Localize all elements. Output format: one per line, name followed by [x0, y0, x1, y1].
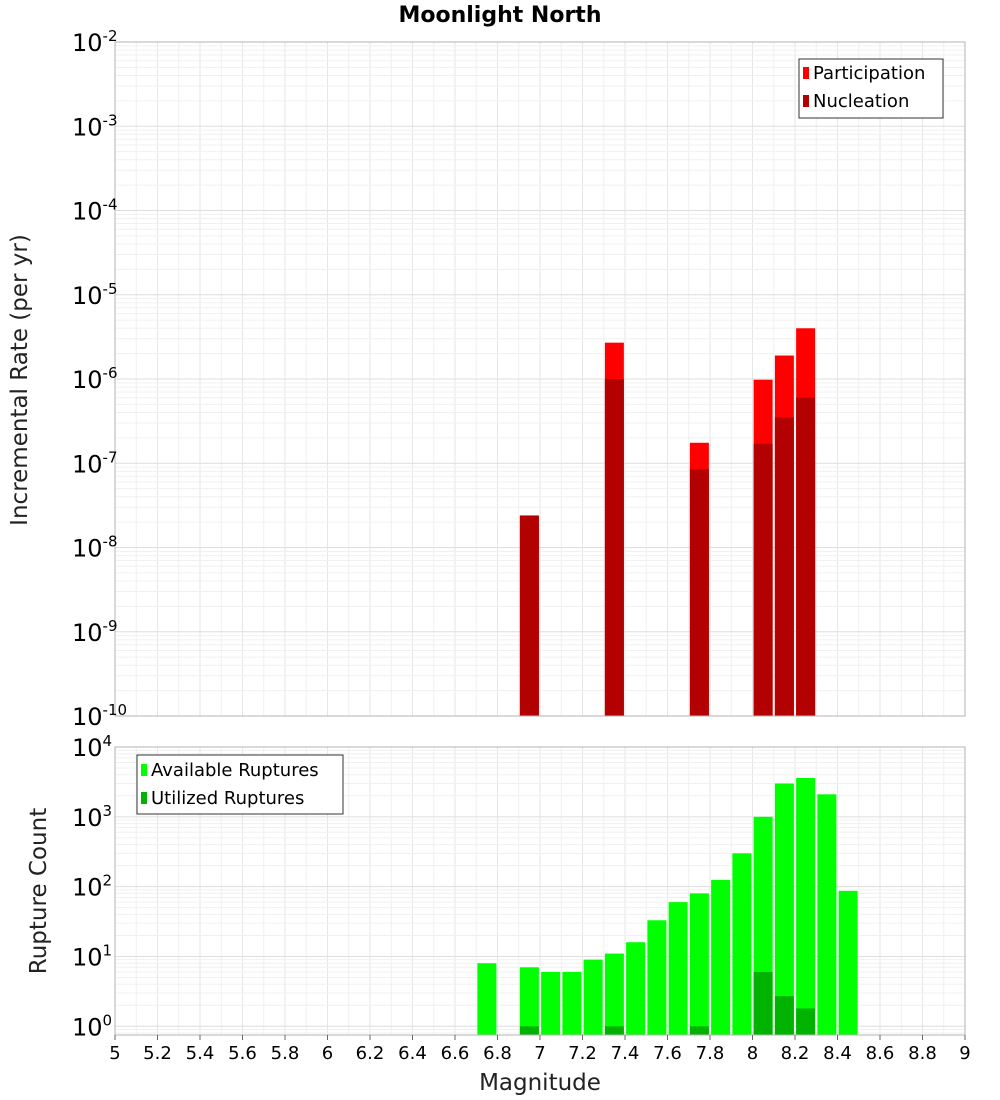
x-tick-label: 6.8 [483, 1043, 512, 1064]
bottom-bar-utilized-ruptures [753, 971, 773, 1035]
x-tick-label: 6.6 [441, 1043, 470, 1064]
legend-nucleation-swatch [803, 95, 809, 107]
bottom-plot-bars [477, 777, 858, 1035]
bottom-bar-available-ruptures [711, 879, 731, 1035]
bottom-bar-utilized-ruptures [519, 1026, 539, 1035]
top-y-tick-label: 10-5 [72, 280, 118, 310]
x-tick-label: 9 [959, 1043, 970, 1064]
bottom-bar-utilized-ruptures [774, 996, 794, 1035]
bottom-bar-available-ruptures [796, 777, 816, 1035]
chart-title: Moonlight North [398, 3, 601, 28]
bottom-bar-utilized-ruptures [796, 1008, 816, 1035]
top-y-axis-ticks: 10-10 10-9 10-8 10-7 10-6 10-5 10-4 10-3 10-2 [72, 27, 127, 731]
bottom-bar-available-ruptures [817, 794, 837, 1035]
x-tick-label: 7.8 [696, 1043, 725, 1064]
bottom-bar-available-ruptures [647, 920, 667, 1035]
bottom-bar-utilized-ruptures [689, 1026, 709, 1035]
top-bar-nucleation [796, 397, 816, 716]
top-plot-grid [115, 42, 965, 716]
bottom-bar-available-ruptures [689, 893, 709, 1035]
bottom-y-tick-label: 101 [72, 941, 112, 971]
top-y-tick-label: 10-6 [72, 364, 118, 394]
x-tick-label: 8 [747, 1043, 758, 1064]
x-tick-label: 5.2 [143, 1043, 172, 1064]
x-tick-label: 7 [534, 1043, 545, 1064]
top-plot-bars [519, 328, 816, 716]
bottom-bar-available-ruptures [519, 967, 539, 1035]
top-y-tick-label: 10-10 [72, 701, 127, 731]
bottom-bar-available-ruptures [626, 942, 646, 1035]
top-legend: Participation Nucleation [798, 58, 944, 119]
top-y-tick-label: 10-4 [72, 196, 118, 226]
top-y-tick-label: 10-3 [72, 111, 118, 141]
bottom-bar-available-ruptures [562, 971, 582, 1035]
bottom-bar-available-ruptures [604, 953, 624, 1035]
x-axis-ticks: 5 5.2 5.4 5.6 5.8 6 6.2 6.4 6.6 6.8 7 7.2 7.4 7.6 7.8 8… [109, 1035, 971, 1064]
bottom-bar-available-ruptures [477, 963, 497, 1035]
bottom-y-tick-label: 103 [72, 802, 112, 832]
x-tick-label: 6.2 [356, 1043, 385, 1064]
legend-utilized-swatch [141, 792, 147, 804]
bottom-y-axis-ticks: 100 101 102 103 104 [72, 732, 112, 1041]
bottom-bar-available-ruptures [838, 890, 858, 1035]
top-bar-nucleation [604, 379, 624, 716]
x-tick-label: 8.6 [866, 1043, 895, 1064]
bottom-y-axis-label: Rupture Count [26, 808, 52, 974]
top-y-tick-label: 10-2 [72, 27, 118, 57]
bottom-y-tick-label: 104 [72, 732, 112, 762]
top-y-tick-label: 10-8 [72, 533, 118, 563]
top-y-tick-label: 10-7 [72, 448, 118, 478]
x-tick-label: 8.2 [781, 1043, 810, 1064]
top-legend-box [798, 58, 944, 119]
x-tick-label: 8.8 [908, 1043, 937, 1064]
legend-participation-swatch [803, 67, 809, 79]
bottom-bar-available-ruptures [541, 971, 561, 1035]
x-tick-label: 5.8 [271, 1043, 300, 1064]
bottom-bar-utilized-ruptures [604, 1026, 624, 1035]
bottom-y-tick-label: 102 [72, 872, 112, 902]
legend-nucleation-label: Nucleation [813, 91, 909, 112]
bottom-y-tick-label: 100 [72, 1011, 112, 1041]
bottom-bar-available-ruptures [668, 902, 688, 1035]
x-tick-label: 7.6 [653, 1043, 682, 1064]
x-tick-label: 8.4 [823, 1043, 852, 1064]
top-y-axis-label: Incremental Rate (per yr) [7, 234, 33, 526]
x-axis-label: Magnitude [479, 1070, 601, 1096]
x-tick-label: 5 [109, 1043, 120, 1064]
x-tick-label: 7.4 [611, 1043, 640, 1064]
legend-participation-label: Participation [813, 63, 925, 84]
top-plot-frame [114, 41, 966, 717]
bottom-bar-available-ruptures [732, 853, 752, 1035]
x-tick-label: 5.6 [228, 1043, 257, 1064]
top-bar-nucleation [774, 417, 794, 716]
legend-available-swatch [141, 764, 147, 776]
x-tick-label: 5.4 [186, 1043, 215, 1064]
legend-utilized-label: Utilized Ruptures [151, 788, 304, 809]
bottom-legend: Available Ruptures Utilized Ruptures [136, 754, 344, 815]
bottom-bar-available-ruptures [583, 959, 603, 1035]
top-y-tick-label: 10-9 [72, 617, 118, 647]
x-tick-label: 6 [322, 1043, 333, 1064]
top-bar-nucleation [519, 515, 539, 716]
top-bar-nucleation [753, 443, 773, 716]
x-tick-label: 7.2 [568, 1043, 597, 1064]
bottom-legend-box [136, 754, 344, 815]
top-bar-nucleation [689, 469, 709, 716]
bottom-bar-available-ruptures [774, 783, 794, 1035]
legend-available-label: Available Ruptures [151, 760, 319, 781]
x-tick-label: 6.4 [398, 1043, 427, 1064]
